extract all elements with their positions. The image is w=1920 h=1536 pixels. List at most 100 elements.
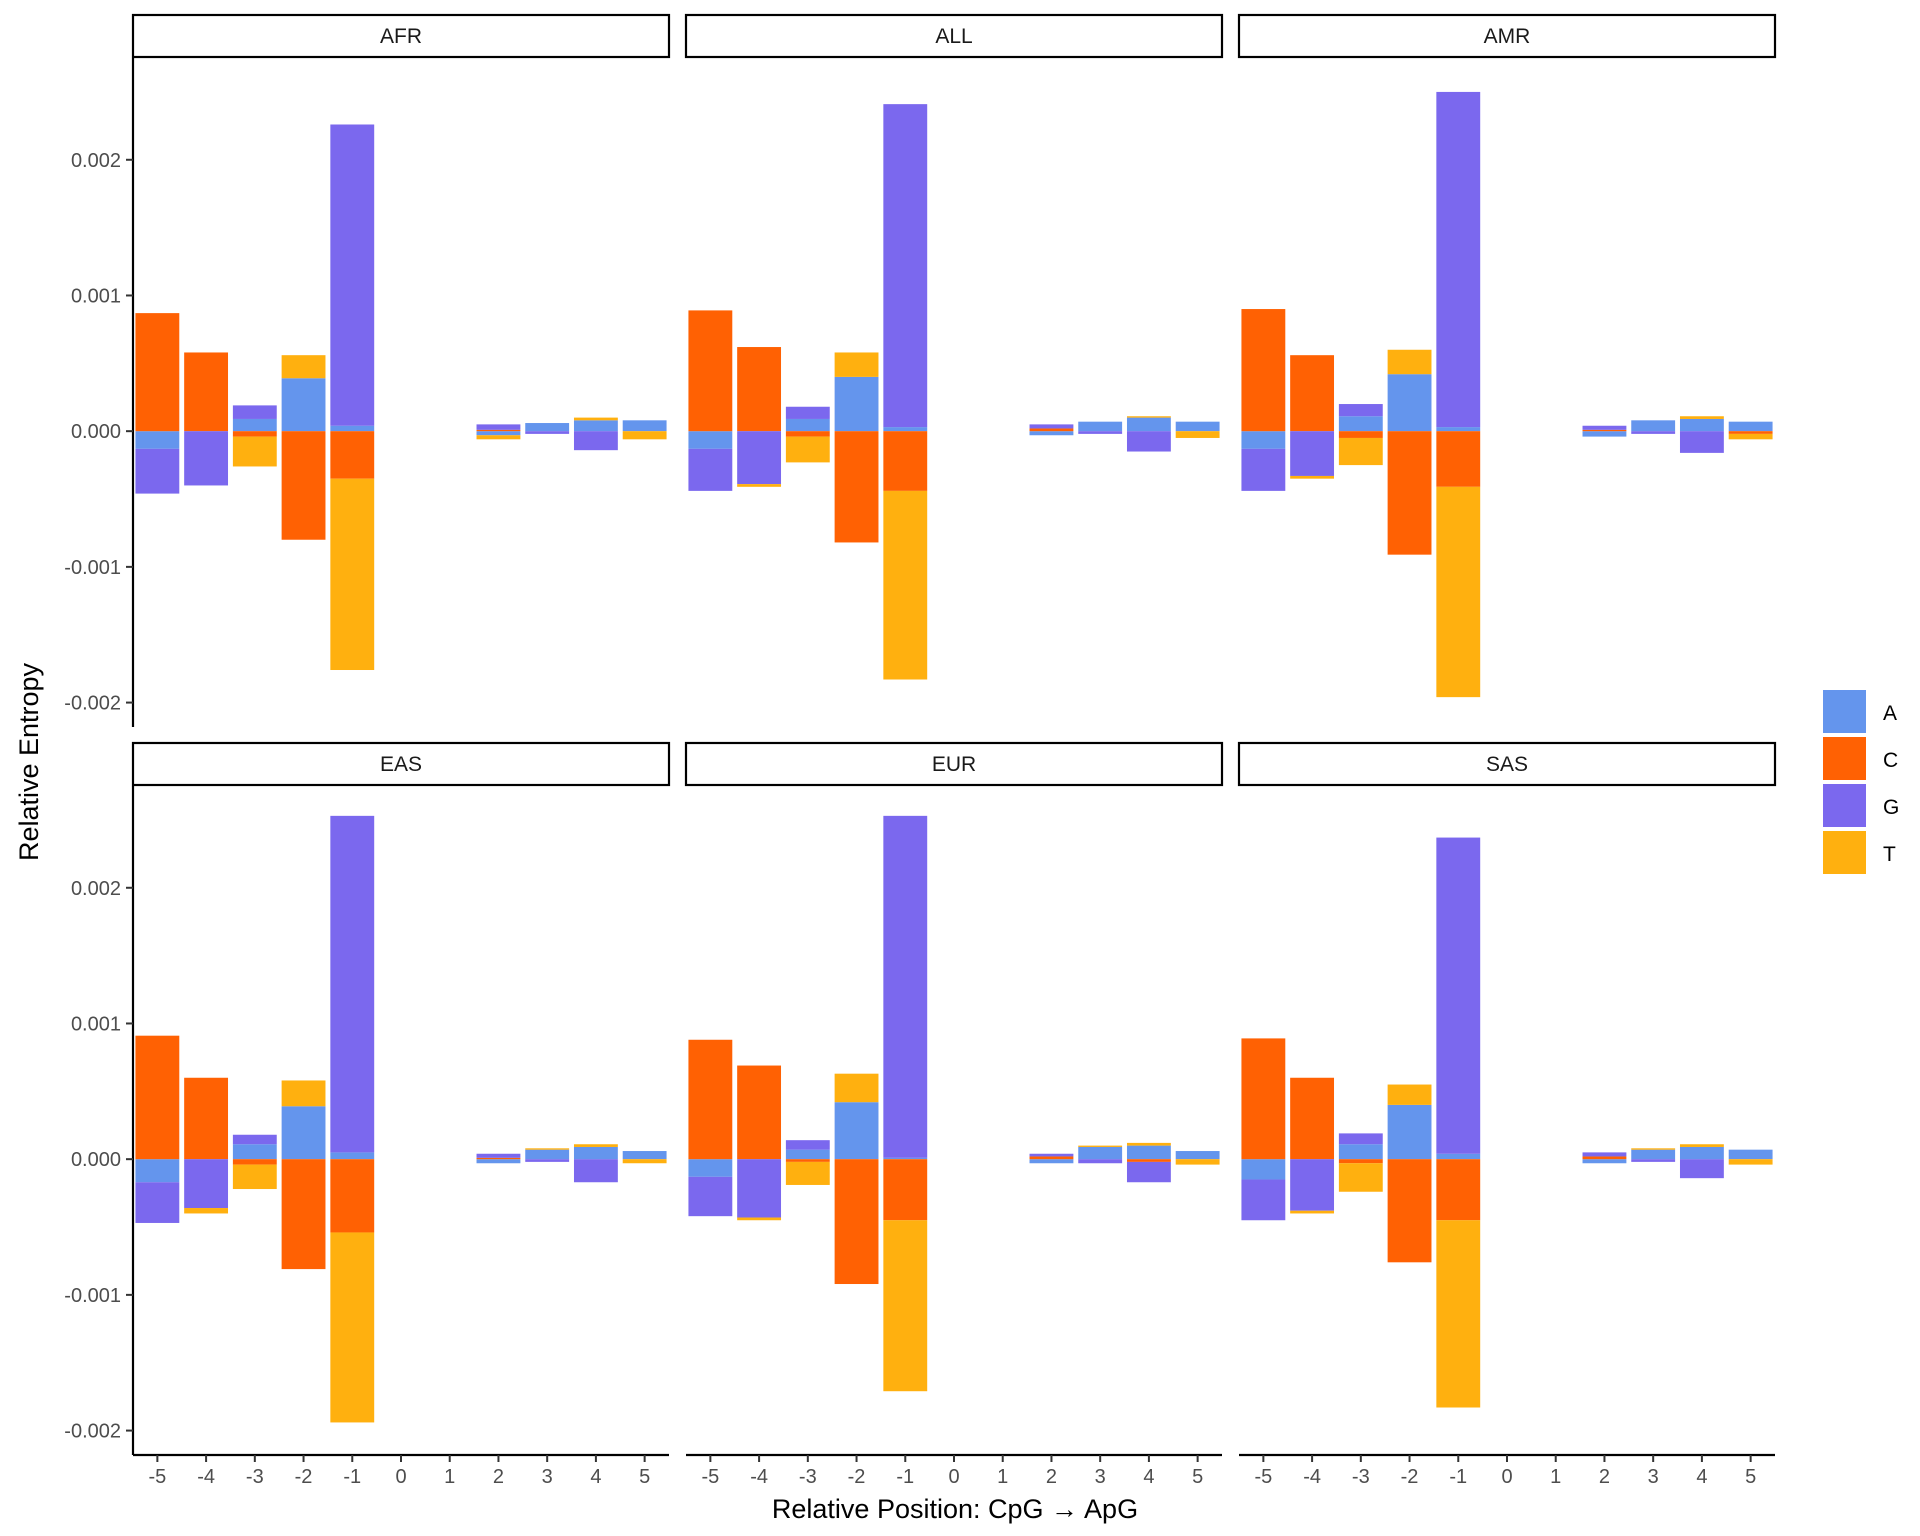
bar-segment-g bbox=[883, 815, 928, 1158]
bar-segment-t bbox=[834, 1073, 879, 1103]
bar-segment-c bbox=[1241, 309, 1286, 432]
bar-segment-g bbox=[476, 1153, 521, 1158]
bar-segment-t bbox=[232, 436, 277, 467]
bar-segment-a bbox=[232, 418, 277, 432]
bar-segment-a bbox=[1175, 1151, 1220, 1160]
y-tick-label: 0.000 bbox=[71, 421, 121, 443]
bar-segment-t bbox=[1728, 1159, 1773, 1165]
bar-segment-t bbox=[1078, 1145, 1123, 1147]
bar-segment-a bbox=[135, 431, 180, 449]
facet-strip bbox=[1237, 13, 1777, 59]
bar-segment-c bbox=[1126, 1159, 1171, 1162]
bar-segment-g bbox=[785, 1140, 830, 1150]
bar-segment-g bbox=[525, 1159, 570, 1162]
bar-segment-g bbox=[1290, 431, 1335, 476]
bar-segment-c bbox=[476, 1157, 521, 1160]
x-tick-label: -3 bbox=[246, 1466, 264, 1488]
bar-segment-g bbox=[184, 431, 229, 486]
bar-segment-c bbox=[232, 431, 277, 437]
bar-segment-t bbox=[330, 478, 375, 671]
bar-segment-t bbox=[1679, 1144, 1724, 1147]
facet-strip-label: AFR bbox=[380, 25, 422, 48]
bar-segment-c bbox=[330, 431, 375, 479]
facet-strip-label: SAS bbox=[1486, 753, 1528, 776]
bar-segment-t bbox=[1175, 431, 1220, 438]
bar-segment-a bbox=[1582, 431, 1627, 437]
bar-segment-g bbox=[688, 448, 733, 491]
bar-segment-a bbox=[1338, 416, 1383, 432]
bar-segment-t bbox=[1175, 1159, 1220, 1165]
bar-segment-a bbox=[525, 423, 570, 432]
x-tick-label: -1 bbox=[896, 1466, 914, 1488]
bar-segment-c bbox=[281, 1159, 326, 1270]
y-axis-title: Relative Entropy bbox=[14, 662, 44, 861]
bar-segment-g bbox=[476, 424, 521, 430]
bar-segment-t bbox=[1290, 475, 1335, 479]
bar-segment-c bbox=[785, 1159, 830, 1162]
bar-segment-c bbox=[785, 431, 830, 437]
bar-segment-a bbox=[1436, 427, 1481, 432]
x-tick-label: -3 bbox=[1352, 1466, 1370, 1488]
bar-segment-t bbox=[737, 1217, 782, 1221]
bar-segment-a bbox=[330, 1152, 375, 1160]
bar-segment-g bbox=[232, 405, 277, 419]
bar-segment-a bbox=[1387, 1104, 1432, 1160]
x-tick-label: 3 bbox=[1648, 1466, 1659, 1488]
bar-segment-c bbox=[737, 347, 782, 432]
x-tick-label: -4 bbox=[197, 1466, 215, 1488]
bar-segment-t bbox=[785, 1161, 830, 1185]
facet-strip bbox=[131, 13, 671, 59]
bar-segment-a bbox=[1679, 1146, 1724, 1160]
bar-segment-g bbox=[1029, 1153, 1074, 1157]
y-tick-label: 0.001 bbox=[71, 285, 121, 307]
bar-segment-c bbox=[1290, 355, 1335, 432]
bar-segment-a bbox=[622, 1151, 667, 1160]
bar-segment-c bbox=[1436, 1159, 1481, 1221]
x-tick-label: 0 bbox=[1501, 1466, 1512, 1488]
bar-segment-a bbox=[1175, 421, 1220, 432]
x-tick-label: 4 bbox=[590, 1466, 601, 1488]
bar-segment-a bbox=[1679, 418, 1724, 432]
facet-all: ALL bbox=[684, 13, 1224, 680]
bar-segment-g bbox=[883, 104, 928, 428]
bar-segment-g bbox=[330, 815, 375, 1153]
bar-segment-t bbox=[785, 436, 830, 463]
facet-eur: EUR -5 -4 -3 -2 -1 0 1 2 3 4 5 bbox=[684, 741, 1224, 1488]
x-tick-label: 2 bbox=[1599, 1466, 1610, 1488]
bar-segment-a bbox=[232, 1144, 277, 1160]
bar-segment-g bbox=[737, 1159, 782, 1218]
legend-key-g bbox=[1823, 784, 1866, 827]
bar-segment-c bbox=[688, 310, 733, 432]
bar-segment-t bbox=[476, 435, 521, 440]
bar-segment-a bbox=[834, 376, 879, 432]
bar-segment-c bbox=[883, 1159, 928, 1221]
x-tick-label: 0 bbox=[395, 1466, 406, 1488]
bar-segment-c bbox=[1241, 1038, 1286, 1160]
bar-segment-g bbox=[1436, 91, 1481, 428]
bar-segment-t bbox=[281, 1080, 326, 1107]
x-tick-label: -4 bbox=[1303, 1466, 1321, 1488]
bar-segment-g bbox=[1338, 1133, 1383, 1145]
bar-segment-t bbox=[1338, 1163, 1383, 1192]
x-tick-label: 4 bbox=[1143, 1466, 1154, 1488]
bar-segment-t bbox=[1436, 486, 1481, 698]
bar-segment-a bbox=[1436, 1153, 1481, 1160]
x-tick-label: 2 bbox=[493, 1466, 504, 1488]
legend-key-c bbox=[1823, 737, 1866, 780]
bar-segment-a bbox=[1126, 417, 1171, 432]
bar-segment-c bbox=[834, 1159, 879, 1285]
x-tick-label: -1 bbox=[1449, 1466, 1467, 1488]
facet-afr: AFR -0.002 -0.001 0.000 0.001 0.002 bbox=[64, 13, 671, 727]
x-tick-label: -5 bbox=[148, 1466, 166, 1488]
y-tick-label: -0.001 bbox=[64, 1285, 121, 1307]
bar-segment-c bbox=[834, 431, 879, 543]
bar-segment-a bbox=[1241, 431, 1286, 449]
x-tick-label: 1 bbox=[444, 1466, 455, 1488]
bar-segment-a bbox=[330, 425, 375, 432]
x-tick-label: -4 bbox=[750, 1466, 768, 1488]
y-tick-label: 0.000 bbox=[71, 1149, 121, 1171]
facet-sas: SAS -5 -4 -3 -2 -1 0 1 2 3 4 5 bbox=[1237, 741, 1777, 1488]
bar-segment-t bbox=[1387, 1084, 1432, 1105]
x-tick-label: 1 bbox=[997, 1466, 1008, 1488]
